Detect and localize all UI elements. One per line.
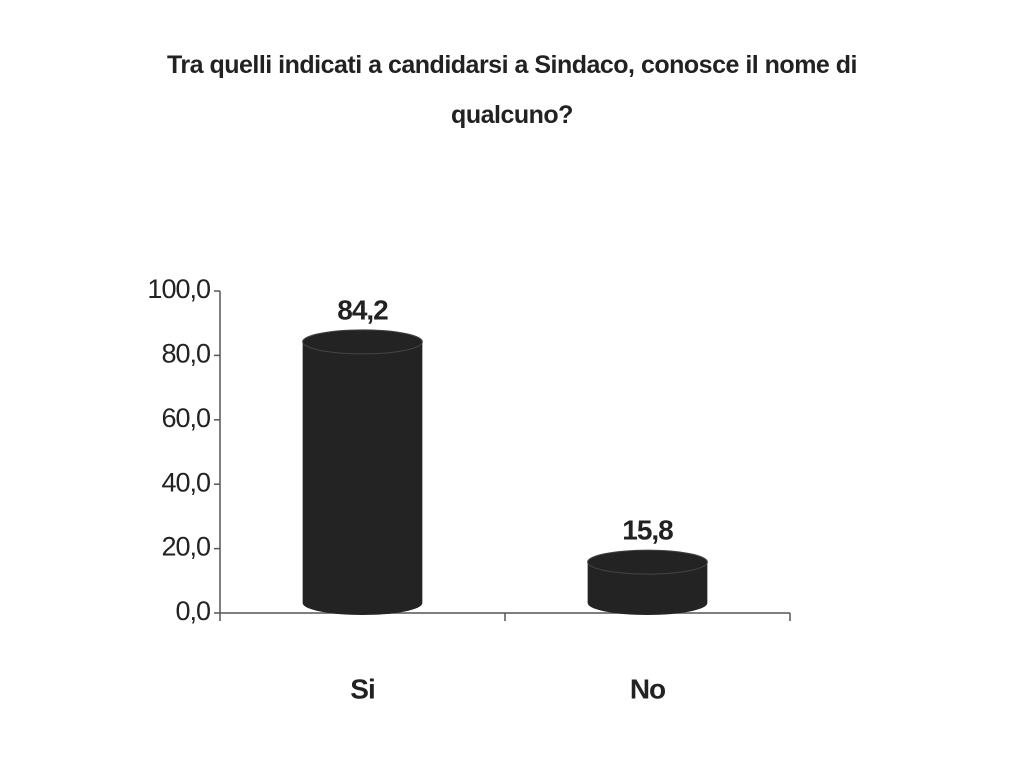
y-tick-label: 40,0: [161, 467, 210, 497]
y-tick-label: 20,0: [161, 532, 210, 562]
bar-top: [587, 549, 708, 575]
value-label: 15,8: [622, 515, 673, 546]
value-label: 84,2: [337, 294, 388, 325]
x-tick-label: No: [630, 673, 666, 704]
chart-title: Tra quelli indicati a candidarsi a Sinda…: [166, 51, 858, 129]
y-tick-label: 60,0: [161, 403, 210, 433]
bar: [302, 329, 423, 615]
y-tick-label: 0,0: [175, 596, 210, 626]
bar-top: [302, 329, 423, 355]
y-tick-label: 100,0: [147, 274, 210, 304]
x-tick-label: Si: [350, 673, 374, 704]
y-tick-label: 80,0: [161, 339, 210, 369]
